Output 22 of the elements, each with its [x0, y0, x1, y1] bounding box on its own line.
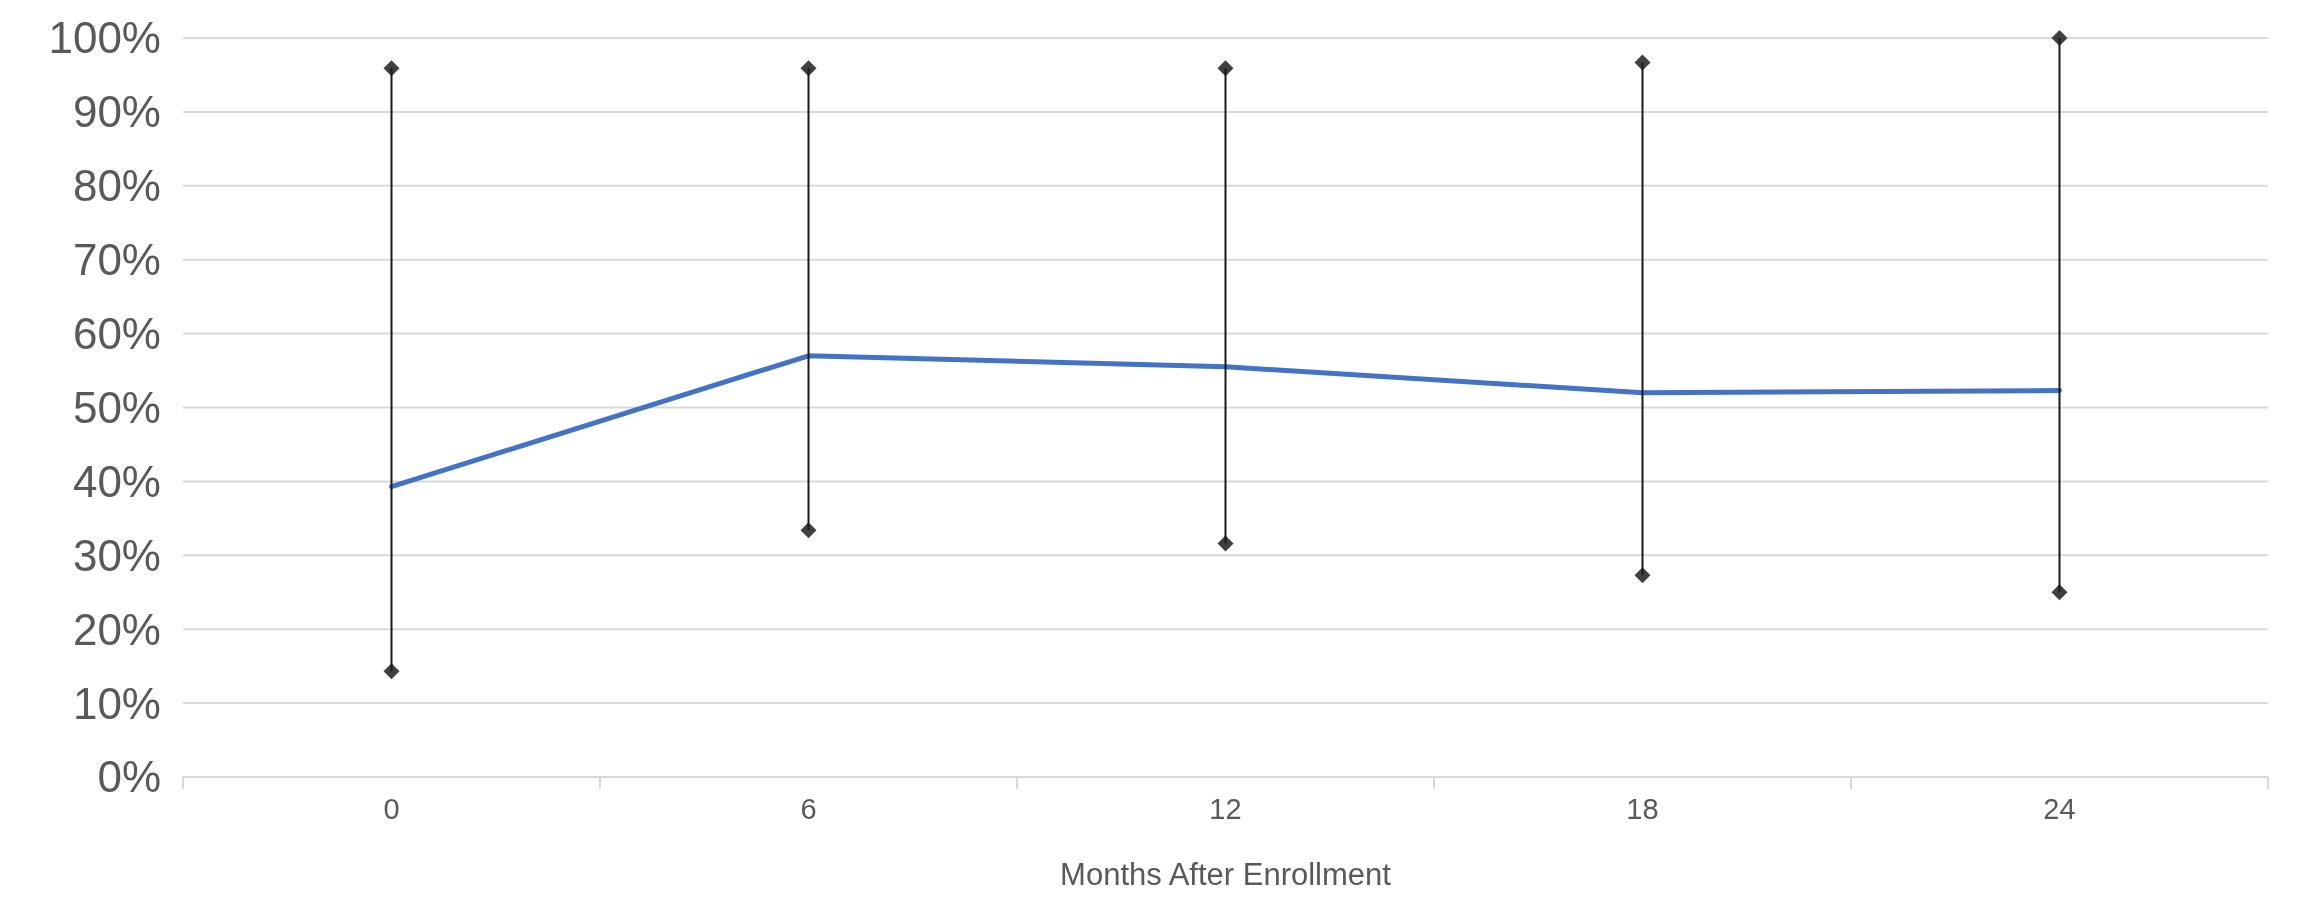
bar: [1641, 62, 1644, 576]
bar: [390, 68, 393, 672]
y-tick-label: 10%: [72, 678, 161, 728]
bar: [1224, 68, 1227, 544]
x-tick-label: 24: [2043, 793, 2076, 825]
y-tick-label: 20%: [72, 604, 161, 654]
y-tick-label: 50%: [72, 382, 161, 432]
x-tick-label: 12: [1209, 793, 1242, 825]
x-tick-label: 6: [800, 793, 817, 825]
x-tick-label: 18: [1626, 793, 1659, 825]
y-tick-label: 0%: [97, 752, 161, 802]
y-tick-label: 40%: [72, 456, 161, 506]
y-tick-label: 60%: [72, 309, 161, 358]
y-tick-label: 70%: [72, 235, 161, 285]
x-axis-title: Months After Enrollment: [1060, 857, 1392, 892]
bar: [807, 68, 810, 531]
y-tick-label: 90%: [72, 87, 161, 137]
y-tick-label: 80%: [72, 161, 161, 211]
y-tick-label: 100%: [48, 13, 161, 63]
bar: [2058, 38, 2061, 593]
y-tick-label: 30%: [72, 530, 161, 580]
x-tick-label: 0: [383, 793, 400, 825]
